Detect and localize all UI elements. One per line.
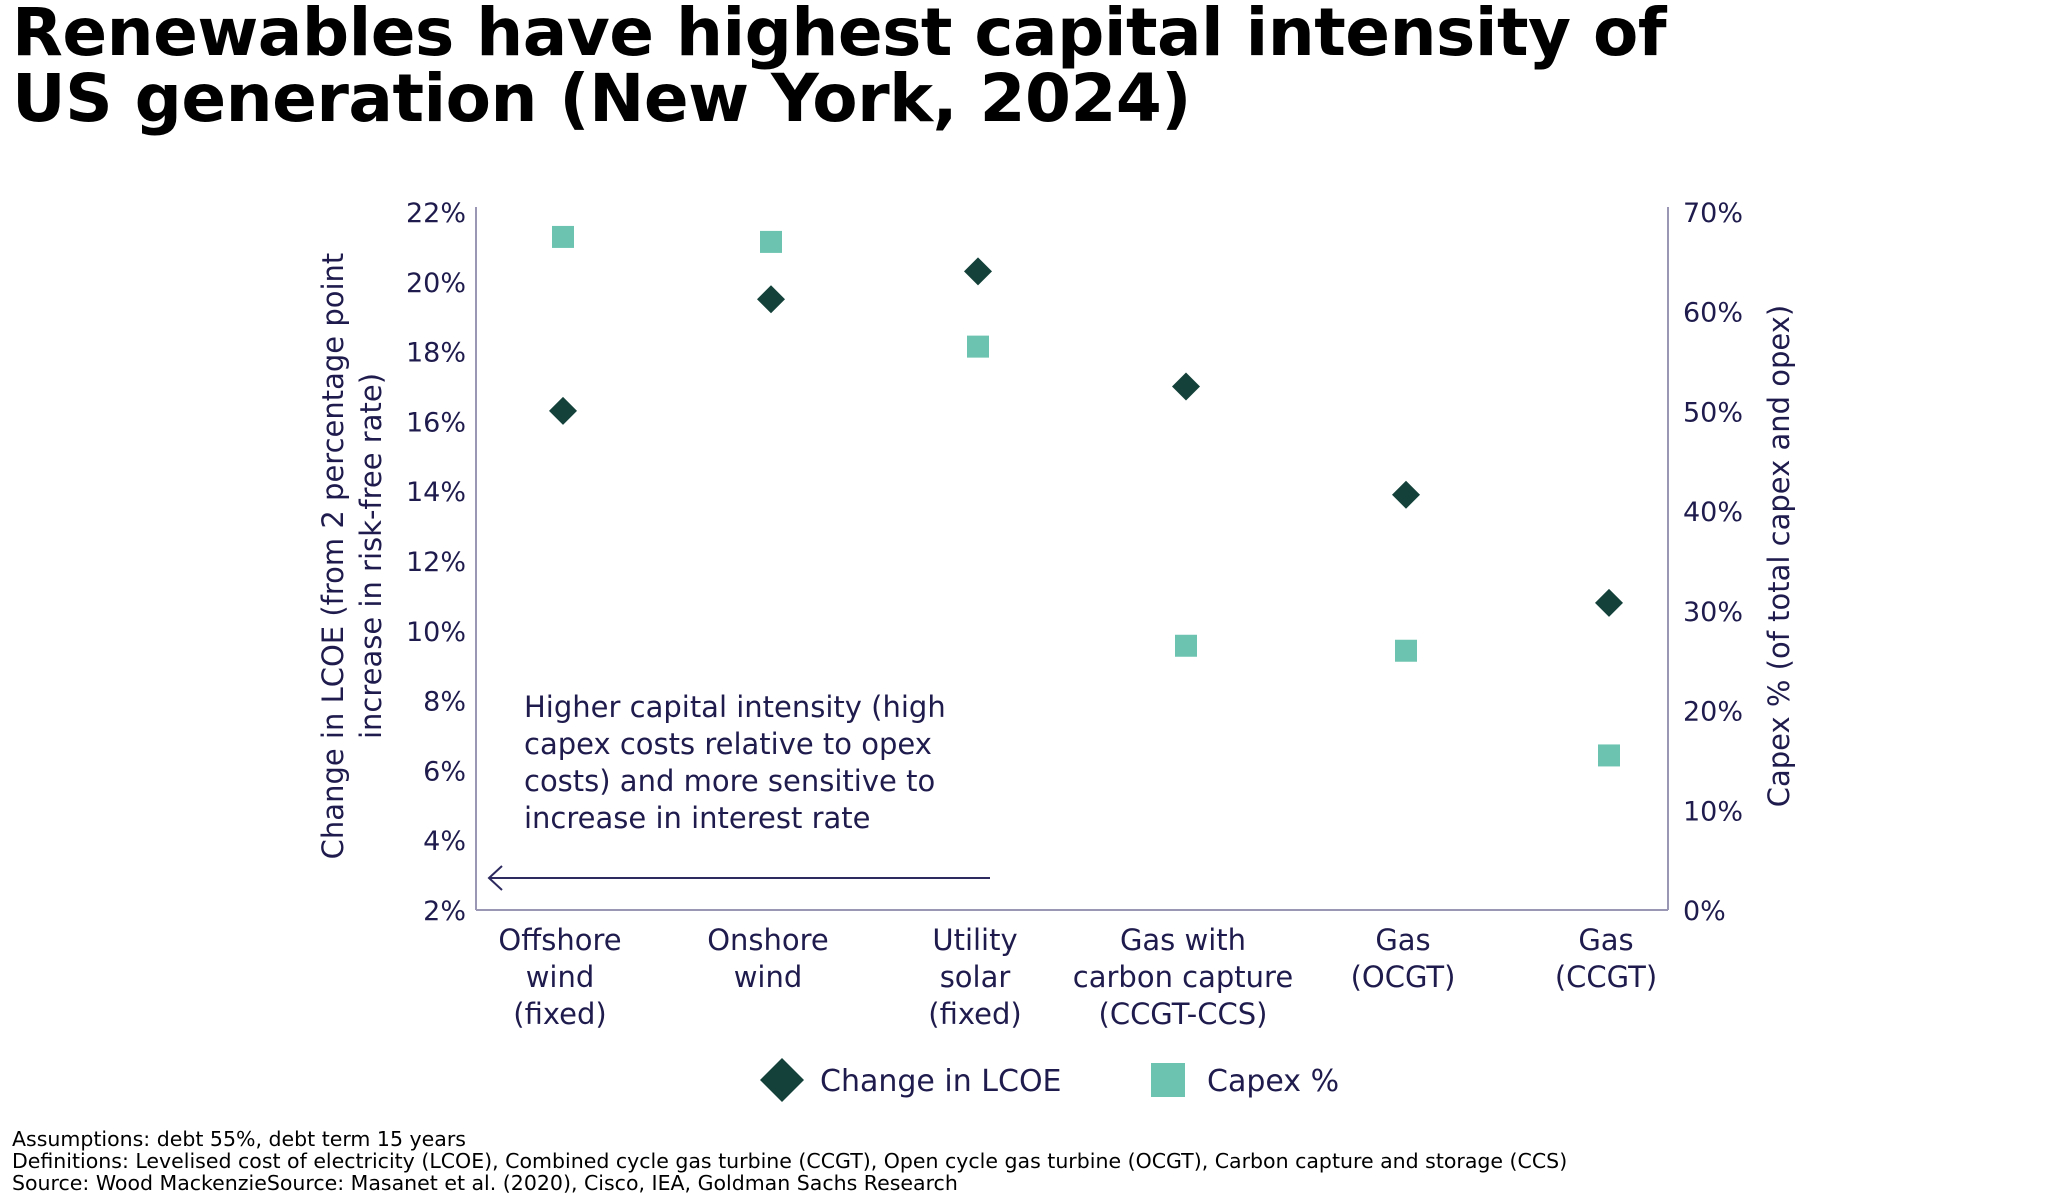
left-tick-label: 6%	[423, 756, 466, 787]
category-label-line: Gas with	[1120, 923, 1246, 957]
category-label-line: (OCGT)	[1351, 960, 1456, 994]
category-label-line: (CCGT)	[1555, 960, 1657, 994]
capex-point	[760, 230, 782, 253]
left-tick-label: 14%	[406, 477, 466, 508]
data-marks	[549, 225, 1623, 767]
capex-point	[552, 225, 574, 248]
capex-point	[1395, 639, 1417, 662]
left-tick-label: 2%	[423, 896, 466, 927]
chart-title: Renewables have highest capital intensit…	[12, 0, 1912, 132]
right-tick-label: 10%	[1683, 796, 1743, 827]
category-label-line: (CCGT-CCS)	[1099, 997, 1268, 1031]
left-axis-label-line: increase in risk-free rate)	[354, 373, 388, 739]
left-axis-ticks: 2% 4% 6% 8% 10% 12% 14% 16% 18% 20% 22%	[406, 198, 466, 927]
legend-capex-label: Capex %	[1207, 1064, 1339, 1099]
annotation-line: Higher capital intensity (high	[524, 690, 946, 724]
lcoe-point	[1172, 372, 1200, 401]
right-tick-label: 50%	[1683, 397, 1743, 428]
left-tick-label: 20%	[406, 268, 466, 299]
left-tick-label: 16%	[406, 407, 466, 438]
assumptions-note: Assumptions: debt 55%, debt term 15 year…	[12, 1127, 466, 1151]
category-label-line: wind	[526, 960, 595, 994]
left-tick-label: 10%	[406, 617, 466, 648]
category-label-line: solar	[940, 960, 1011, 994]
category-label-line: (fixed)	[928, 997, 1021, 1031]
category-label-line: Gas	[1578, 923, 1633, 957]
right-tick-label: 30%	[1683, 597, 1743, 628]
left-axis-label: Change in LCOE (from 2 percentage point i…	[316, 253, 388, 860]
lcoe-point	[757, 285, 785, 314]
category-label-line: Utility	[932, 923, 1017, 957]
definitions-note: Definitions: Levelised cost of electrici…	[12, 1149, 1568, 1173]
annotation-line: capex costs relative to opex	[524, 727, 932, 761]
right-tick-label: 60%	[1683, 298, 1743, 329]
right-tick-label: 20%	[1683, 697, 1743, 728]
title-line-1: Renewables have highest capital intensit…	[12, 0, 1667, 71]
category-label-line: (fixed)	[513, 997, 606, 1031]
chart: 2% 4% 6% 8% 10% 12% 14% 16% 18% 20% 22% 0% 10% 20% 30…	[316, 198, 1796, 1102]
right-tick-label: 0%	[1683, 896, 1726, 927]
legend: Change in LCOE Capex %	[760, 1058, 1339, 1102]
lcoe-point	[1392, 480, 1420, 509]
legend-lcoe-label: Change in LCOE	[820, 1064, 1062, 1099]
right-axis-label: Capex % (of total capex and opex)	[1762, 305, 1796, 808]
right-tick-label: 40%	[1683, 497, 1743, 528]
left-tick-label: 22%	[406, 198, 466, 229]
legend-lcoe-marker	[760, 1058, 804, 1102]
annotation-line: increase in interest rate	[524, 801, 871, 835]
category-label-line: Gas	[1375, 923, 1430, 957]
lcoe-point	[549, 396, 577, 425]
annotation-line: costs) and more sensitive to	[524, 764, 935, 798]
legend-capex-marker	[1151, 1063, 1185, 1097]
category-label-line: Onshore	[707, 923, 829, 957]
left-tick-label: 4%	[423, 826, 466, 857]
footnotes: Assumptions: debt 55%, debt term 15 year…	[12, 1128, 2032, 1194]
left-tick-label: 12%	[406, 547, 466, 578]
left-axis-label-line: Change in LCOE (from 2 percentage point	[316, 253, 350, 860]
lcoe-point	[1595, 588, 1623, 617]
right-axis-ticks: 0% 10% 20% 30% 40% 50% 60% 70%	[1683, 198, 1743, 927]
title-line-2: US generation (New York, 2024)	[12, 60, 1191, 137]
left-tick-label: 8%	[423, 687, 466, 718]
right-tick-label: 70%	[1683, 198, 1743, 229]
category-label-line: wind	[734, 960, 803, 994]
chart-axes	[475, 207, 1669, 911]
arrow-head	[487, 865, 503, 891]
capex-point	[1598, 744, 1620, 767]
lcoe-point	[964, 257, 992, 286]
left-tick-label: 18%	[406, 338, 466, 369]
category-label-line: carbon capture	[1073, 960, 1293, 994]
capex-point	[1175, 634, 1197, 657]
capex-point	[967, 335, 989, 358]
category-label-line: Offshore	[498, 923, 621, 957]
category-labels: Offshorewind(fixed)OnshorewindUtilitysol…	[498, 923, 1657, 1031]
source-note: Source: Wood MackenzieSource: Masanet et…	[12, 1171, 958, 1195]
annotation-arrow	[487, 865, 990, 891]
